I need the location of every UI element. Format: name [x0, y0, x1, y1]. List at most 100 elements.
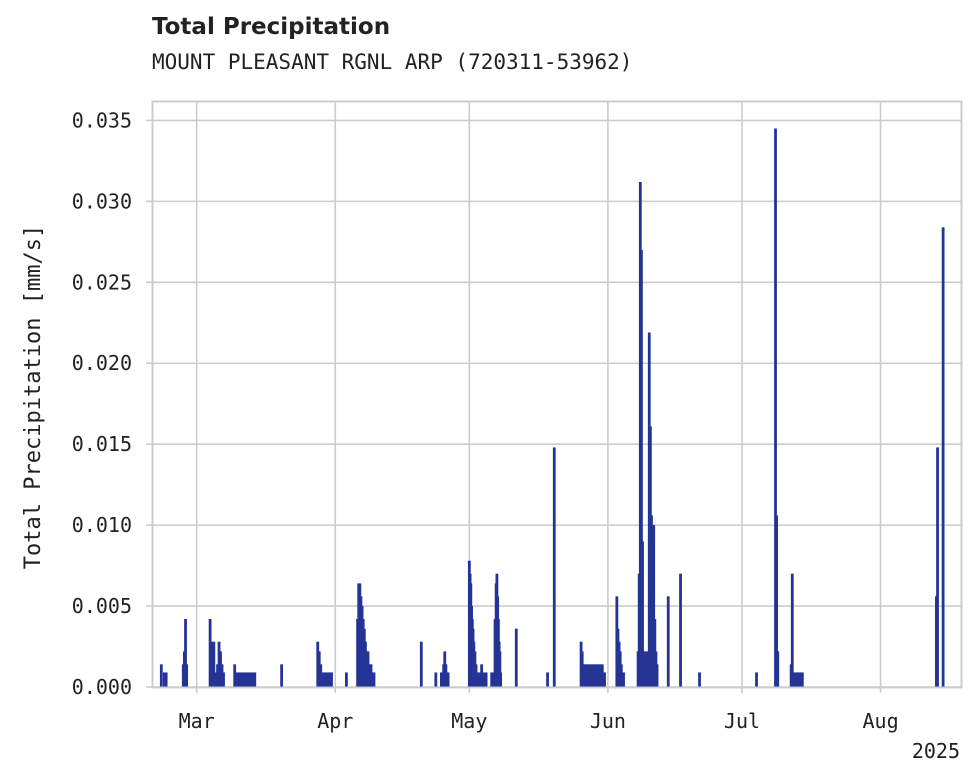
y-tick-label: 0.000: [72, 675, 132, 699]
precipitation-bar: [775, 515, 779, 687]
precipitation-bar: [589, 664, 593, 687]
precipitation-bar: [679, 573, 682, 687]
chart-title: Total Precipitation: [152, 14, 391, 40]
precipitation-bar: [208, 619, 212, 687]
precipitation-bar: [514, 628, 518, 687]
precipitation-bar: [594, 664, 598, 687]
x-tick-label: Mar: [179, 709, 215, 733]
chart-subtitle: MOUNT PLEASANT RGNL ARP (720311-53962): [152, 50, 633, 74]
precipitation-bar: [319, 664, 323, 687]
precipitation-bar: [484, 672, 488, 687]
x-tick-label: Jun: [590, 709, 626, 733]
precipitation-bar: [242, 672, 246, 687]
x-tick-label: Jul: [724, 709, 760, 733]
precipitation-bar: [434, 672, 438, 687]
precipitation-bar: [162, 672, 166, 687]
precipitation-bar: [444, 664, 448, 687]
precipitation-bar: [368, 664, 371, 687]
plot-frame: [151, 100, 963, 689]
precipitation-bar: [652, 525, 656, 687]
precipitation-bar: [475, 672, 479, 687]
precipitation-bar: [210, 641, 213, 687]
precipitation-bar: [316, 641, 320, 687]
precipitation-bar: [603, 672, 606, 687]
precipitation-bar: [317, 651, 321, 687]
precipitation-bar: [583, 664, 586, 687]
precipitation-bar: [366, 651, 370, 687]
precipitation-bar: [666, 596, 670, 687]
x-tick-label: Aug: [862, 709, 898, 733]
x-tick-label: May: [451, 709, 487, 733]
y-tick-label: 0.020: [72, 351, 132, 375]
precipitation-bar: [774, 128, 777, 687]
precipitation-bar: [587, 664, 591, 687]
precipitation-bar: [941, 227, 945, 687]
precipitation-bar: [640, 249, 643, 688]
precipitation-bar: [546, 672, 549, 687]
precipitation-bar: [213, 672, 217, 687]
precipitation-bar: [365, 651, 368, 687]
precipitation-bar: [698, 672, 701, 687]
grid-lines: [146, 101, 961, 693]
precipitation-bar: [755, 672, 758, 687]
x-tick-label: Apr: [317, 709, 353, 733]
precipitation-bar: [419, 641, 423, 687]
precipitation-bar: [164, 672, 168, 687]
precipitation-bar: [936, 447, 939, 687]
y-tick-label: 0.035: [72, 108, 132, 132]
precipitation-bar: [235, 672, 239, 687]
precipitation-bar: [184, 619, 187, 687]
precipitation-bar: [371, 672, 374, 687]
precipitation-bar: [655, 664, 659, 687]
precipitation-bar: [330, 672, 333, 687]
precipitation-bar: [244, 672, 248, 687]
x-tick-labels: Mar Apr May Jun Jul Aug: [179, 709, 899, 733]
precipitation-bar: [253, 672, 257, 687]
precipitation-bar: [619, 664, 623, 687]
precipitation-bar: [585, 664, 589, 687]
precipitation-bar: [239, 672, 243, 687]
precipitation-bar: [480, 664, 484, 687]
precipitation-bar: [482, 672, 486, 687]
precipitation-bar: [791, 672, 795, 687]
precipitation-bar: [798, 672, 802, 687]
precipitation-bar: [643, 651, 647, 687]
precipitation-bar: [622, 672, 625, 687]
precipitation-bar: [645, 651, 649, 687]
y-tick-label: 0.030: [72, 189, 132, 213]
precipitation-bar: [446, 672, 450, 687]
precipitation-bar: [327, 672, 331, 687]
precipitation-bar: [323, 672, 327, 687]
precipitation-bar: [794, 672, 798, 687]
precipitation-bar: [369, 664, 373, 687]
precipitation-bar: [552, 447, 556, 687]
precipitation-bar: [800, 672, 804, 687]
y-tick-label: 0.025: [72, 270, 132, 294]
precipitation-bar: [280, 664, 284, 687]
precipitation-bar: [216, 664, 219, 687]
precipitation-bar: [222, 672, 225, 687]
precipitation-bar: [591, 664, 595, 687]
precipitation-bar: [185, 664, 189, 687]
precipitation-bar: [498, 651, 502, 687]
precipitation-bar: [440, 672, 443, 687]
precipitation-bar: [237, 672, 241, 687]
y-tick-label: 0.015: [72, 432, 132, 456]
precipitation-bar: [345, 672, 348, 687]
precipitation-bar: [499, 672, 503, 687]
precipitation-bar: [321, 672, 324, 687]
precipitation-bar: [790, 573, 794, 687]
precipitation-bar: [251, 672, 254, 687]
precipitation-bars: [159, 128, 945, 688]
precipitation-bar: [217, 641, 221, 687]
y-tick-label: 0.005: [72, 594, 132, 618]
y-axis-label: Total Precipitation [mm/s]: [21, 225, 46, 569]
x-axis-year-label: 2025: [912, 739, 960, 763]
y-tick-label: 0.010: [72, 513, 132, 537]
precipitation-bar: [600, 664, 604, 687]
precipitation-bar: [776, 651, 780, 687]
precipitation-bar: [159, 664, 163, 687]
precipitation-bar: [372, 672, 376, 687]
precipitation-bar: [477, 672, 481, 687]
